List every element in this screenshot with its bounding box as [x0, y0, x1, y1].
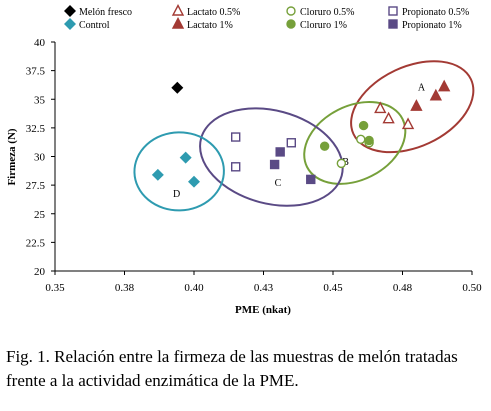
x-tick-label: 0.40 [184, 282, 204, 294]
y-tick-label: 37.5 [26, 66, 46, 78]
legend-marker [286, 19, 296, 29]
y-tick-label: 30 [34, 152, 46, 164]
legend-label: Propionato 1% [402, 20, 462, 31]
data-point [269, 159, 280, 170]
legend-marker [171, 16, 185, 29]
tick-labels: 20 22.5 25 27.5 30 32.5 35 37.5 40 0.35 0.38 0.40 0.… [26, 37, 482, 294]
data-point [230, 162, 241, 172]
y-tick-label: 22.5 [26, 237, 46, 249]
data-point [230, 132, 241, 142]
data-point [151, 168, 164, 181]
data-point [374, 101, 387, 114]
y-tick-label: 40 [34, 37, 46, 49]
data-point [438, 79, 451, 92]
x-axis-label: PME (nkat) [235, 304, 291, 316]
data-point [358, 120, 369, 131]
data-point [275, 147, 285, 157]
x-tick-label: 0.50 [462, 282, 482, 294]
data-point [336, 158, 347, 169]
scatter-chart: Melón fresco Control Lactato 0.5% Lactato 1… [6, 3, 482, 316]
y-tick-label: 32.5 [26, 123, 46, 135]
data-point [410, 99, 423, 111]
y-axis-label: Firmeza (N) [6, 128, 18, 185]
cluster-ellipse [199, 107, 344, 207]
legend-marker [388, 6, 398, 16]
cluster-ellipse [133, 131, 225, 212]
axes [54, 42, 472, 272]
legend-marker [64, 18, 76, 30]
cluster-ellipse [303, 101, 407, 185]
data-point [382, 111, 395, 124]
legend: Melón fresco Control Lactato 0.5% Lactato 1… [64, 3, 469, 31]
x-tick-label: 0.48 [393, 282, 413, 294]
legend-marker [171, 3, 185, 16]
cluster-label: D [173, 189, 180, 200]
x-tick-label: 0.38 [115, 282, 135, 294]
cluster-label: C [275, 178, 282, 189]
legend-label: Propionato 0.5% [402, 7, 469, 18]
cluster-label: A [418, 83, 426, 94]
data-point [171, 81, 184, 94]
data-point [306, 174, 316, 185]
data-point [356, 134, 366, 145]
x-tick-label: 0.35 [45, 282, 65, 294]
legend-label: Lactato 1% [187, 20, 233, 31]
figure-caption: Fig. 1. Relación entre la firmeza de las… [6, 347, 458, 390]
y-tick-label: 35 [34, 94, 46, 106]
data-points [151, 79, 451, 188]
legend-label: Control [79, 20, 110, 31]
legend-label: Lactato 0.5% [187, 7, 240, 18]
legend-label: Melón fresco [79, 7, 132, 18]
y-tick-label: 20 [34, 266, 46, 278]
data-point [364, 135, 374, 146]
cluster-ellipse [350, 60, 475, 154]
data-point [401, 117, 415, 130]
data-point [286, 138, 296, 148]
data-point [188, 175, 200, 188]
y-tick-label: 25 [34, 209, 46, 221]
x-tick-label: 0.43 [254, 282, 274, 294]
y-tick-label: 27.5 [26, 180, 46, 192]
cluster-ellipses: ABCD [133, 60, 475, 212]
legend-label: Cloruro 0.5% [300, 7, 354, 18]
legend-marker [388, 19, 398, 29]
data-point [319, 141, 330, 151]
legend-marker [64, 5, 76, 17]
data-point [429, 88, 443, 101]
x-tick-label: 0.45 [323, 282, 343, 294]
legend-label: Cloruro 1% [300, 20, 347, 31]
data-point [179, 151, 192, 164]
legend-marker [286, 6, 296, 16]
